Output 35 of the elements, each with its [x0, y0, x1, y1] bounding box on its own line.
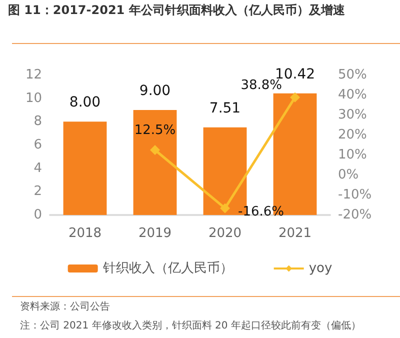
text: 资料来源：公司公告	[20, 300, 110, 312]
y2-tick-label: 0%	[338, 168, 359, 182]
y2-tick-label: 40%	[338, 88, 367, 102]
point	[150, 145, 160, 155]
x-tick-label: 2021	[278, 226, 312, 241]
x-tick-label: 2018	[68, 226, 102, 241]
data-label: 7.51	[209, 100, 241, 116]
chart-title: 图 11：2017-2021 年公司针织面料收入（亿人民币）及增速	[8, 3, 346, 17]
y2-tick-label: -20%	[338, 208, 372, 222]
legend-label: 针织收入（亿人民币）	[102, 261, 233, 276]
data-label: 8.00	[69, 94, 101, 111]
data-label: -16.6%	[238, 204, 284, 220]
y2-tick-label: 30%	[338, 108, 367, 122]
y2-tick-label: 20%	[338, 128, 367, 142]
y-tick-label: 12	[25, 68, 42, 82]
x-tick-label: 2020	[208, 226, 242, 241]
legend-label: yoy	[308, 261, 332, 276]
bar	[133, 110, 177, 215]
y2-tick-label: -10%	[338, 188, 372, 202]
bar	[63, 122, 107, 215]
y-tick-label: 10	[25, 90, 42, 106]
y-tick-label: 2	[34, 184, 42, 200]
data-label: 9.00	[139, 83, 171, 99]
data-label: 12.5%	[134, 123, 176, 138]
point	[220, 203, 230, 214]
y2-tick-label: 10%	[338, 148, 367, 162]
y2-tick-label: 50%	[338, 68, 367, 82]
y-tick-label: 4	[34, 160, 42, 176]
data-label: 38.8%	[240, 78, 282, 93]
x-tick-label: 2019	[138, 226, 172, 241]
text: 注：公司 2021 年修改收入类别，针织面料 20 年起口径较此前有变（偏低）	[20, 320, 361, 332]
y-tick-label: 6	[34, 138, 42, 152]
y-tick-label: 0	[34, 208, 42, 222]
y-tick-label: 8	[34, 114, 42, 130]
point	[290, 92, 300, 102]
